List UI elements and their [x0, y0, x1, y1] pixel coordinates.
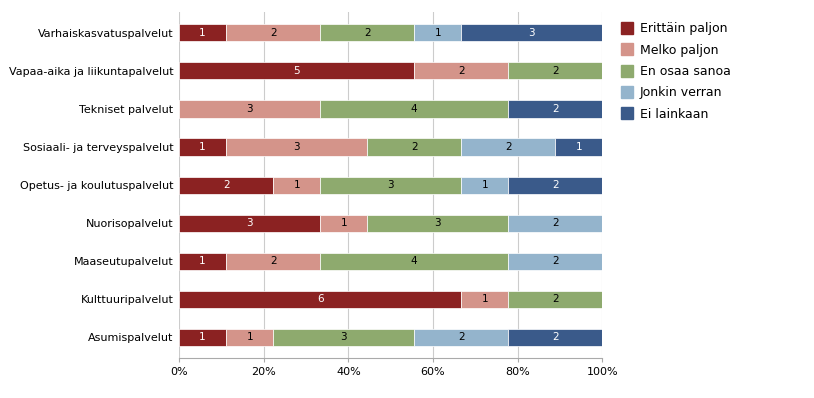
- Bar: [462, 291, 508, 308]
- Text: 3: 3: [247, 104, 253, 114]
- Bar: [226, 24, 320, 41]
- Bar: [508, 291, 602, 308]
- Bar: [274, 176, 320, 194]
- Bar: [320, 100, 508, 117]
- Text: 1: 1: [435, 28, 441, 38]
- Text: 1: 1: [199, 256, 206, 266]
- Text: 2: 2: [505, 142, 512, 152]
- Bar: [462, 176, 508, 194]
- Bar: [508, 253, 602, 270]
- Bar: [367, 139, 462, 156]
- Text: 3: 3: [293, 142, 300, 152]
- Text: 1: 1: [481, 294, 488, 304]
- Text: 2: 2: [552, 218, 558, 228]
- Bar: [508, 329, 602, 346]
- Text: 3: 3: [435, 218, 441, 228]
- Text: 2: 2: [552, 180, 558, 190]
- Bar: [462, 24, 602, 41]
- Bar: [508, 176, 602, 194]
- Bar: [274, 329, 414, 346]
- Bar: [462, 139, 555, 156]
- Bar: [367, 215, 508, 232]
- Text: 2: 2: [411, 142, 418, 152]
- Bar: [320, 176, 462, 194]
- Bar: [508, 100, 602, 117]
- Text: 2: 2: [458, 332, 465, 342]
- Text: 3: 3: [247, 218, 253, 228]
- Text: 3: 3: [387, 180, 394, 190]
- Bar: [320, 253, 508, 270]
- Text: 3: 3: [528, 28, 535, 38]
- Bar: [414, 24, 462, 41]
- Bar: [508, 215, 602, 232]
- Legend: Erittäin paljon, Melko paljon, En osaa sanoa, Jonkin verran, Ei lainkaan: Erittäin paljon, Melko paljon, En osaa s…: [617, 18, 734, 125]
- Text: 2: 2: [552, 332, 558, 342]
- Text: 1: 1: [340, 218, 347, 228]
- Text: 1: 1: [575, 142, 582, 152]
- Text: 4: 4: [411, 104, 418, 114]
- Bar: [179, 253, 226, 270]
- Bar: [320, 215, 367, 232]
- Text: 5: 5: [293, 66, 300, 76]
- Text: 2: 2: [269, 28, 277, 38]
- Text: 2: 2: [269, 256, 277, 266]
- Text: 2: 2: [223, 180, 230, 190]
- Text: 6: 6: [317, 294, 323, 304]
- Bar: [414, 329, 508, 346]
- Text: 1: 1: [199, 142, 206, 152]
- Text: 2: 2: [364, 28, 370, 38]
- Text: 2: 2: [552, 294, 558, 304]
- Text: 3: 3: [340, 332, 347, 342]
- Bar: [179, 329, 226, 346]
- Text: 1: 1: [199, 332, 206, 342]
- Text: 1: 1: [199, 28, 206, 38]
- Bar: [226, 139, 367, 156]
- Bar: [555, 139, 602, 156]
- Bar: [320, 24, 414, 41]
- Bar: [179, 139, 226, 156]
- Bar: [226, 253, 320, 270]
- Bar: [508, 62, 602, 80]
- Bar: [179, 176, 274, 194]
- Text: 2: 2: [552, 256, 558, 266]
- Bar: [226, 329, 274, 346]
- Bar: [179, 24, 226, 41]
- Text: 2: 2: [552, 66, 558, 76]
- Bar: [414, 62, 508, 80]
- Bar: [179, 62, 414, 80]
- Text: 4: 4: [411, 256, 418, 266]
- Bar: [179, 291, 462, 308]
- Text: 1: 1: [293, 180, 300, 190]
- Text: 2: 2: [458, 66, 465, 76]
- Text: 1: 1: [481, 180, 488, 190]
- Text: 2: 2: [552, 104, 558, 114]
- Text: 1: 1: [247, 332, 253, 342]
- Bar: [179, 100, 320, 117]
- Bar: [179, 215, 320, 232]
